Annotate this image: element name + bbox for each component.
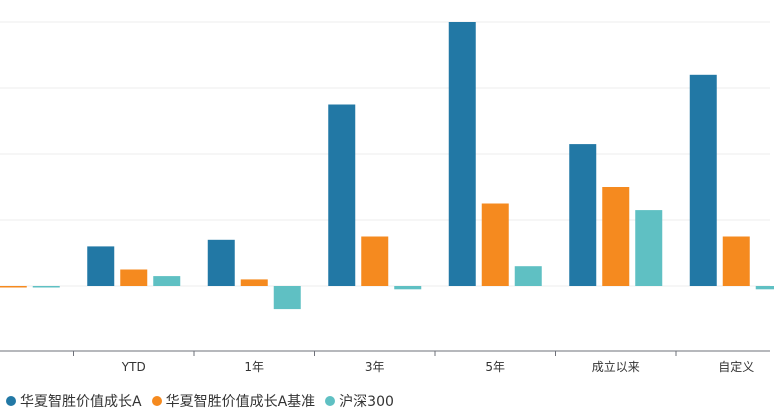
bar[interactable]: [569, 144, 597, 286]
x-axis: YTD 1年 3年 5年 成立以来 自定义: [0, 350, 770, 374]
bar[interactable]: [32, 286, 60, 288]
bar[interactable]: [120, 269, 148, 287]
legend-marker-fund: [6, 396, 16, 406]
bars: [0, 22, 774, 310]
bar[interactable]: [273, 286, 301, 310]
x-tick-label: 自定义: [718, 359, 754, 374]
legend: 华夏智胜价值成长A 华夏智胜价值成长A基准 沪深300: [6, 390, 394, 412]
legend-label-benchmark: 华夏智胜价值成长A基准: [165, 394, 316, 410]
legend-item-csi300[interactable]: 沪深300: [325, 391, 394, 411]
bar-chart: YTD 1年 3年 5年 成立以来 自定义: [0, 21, 774, 374]
x-tick-label: 3年: [365, 360, 385, 374]
bar[interactable]: [448, 22, 476, 286]
bar[interactable]: [481, 203, 509, 287]
legend-label-fund: 华夏智胜价值成长A: [20, 394, 142, 410]
bar[interactable]: [722, 236, 750, 287]
bar[interactable]: [635, 210, 663, 286]
legend-item-benchmark[interactable]: 华夏智胜价值成长A基准: [151, 391, 316, 411]
legend-marker-benchmark: [151, 396, 162, 406]
bar[interactable]: [153, 276, 181, 286]
bar[interactable]: [602, 187, 630, 286]
bar[interactable]: [87, 246, 115, 286]
bar[interactable]: [689, 74, 717, 286]
bar[interactable]: [361, 236, 389, 287]
x-tick-label: YTD: [121, 360, 146, 374]
bar[interactable]: [240, 279, 268, 286]
legend-label-csi300: 沪深300: [339, 394, 394, 410]
bar[interactable]: [755, 286, 774, 290]
bar[interactable]: [207, 239, 235, 286]
bar[interactable]: [0, 286, 27, 288]
bar[interactable]: [514, 266, 542, 286]
x-tick-label: 5年: [485, 360, 505, 374]
legend-marker-csi300: [325, 396, 336, 406]
legend-item-fund[interactable]: 华夏智胜价值成长A: [6, 391, 142, 411]
x-tick-label: 1年: [244, 360, 264, 374]
x-tick-label: 成立以来: [592, 359, 640, 374]
bar[interactable]: [394, 286, 422, 290]
bar[interactable]: [328, 104, 356, 287]
